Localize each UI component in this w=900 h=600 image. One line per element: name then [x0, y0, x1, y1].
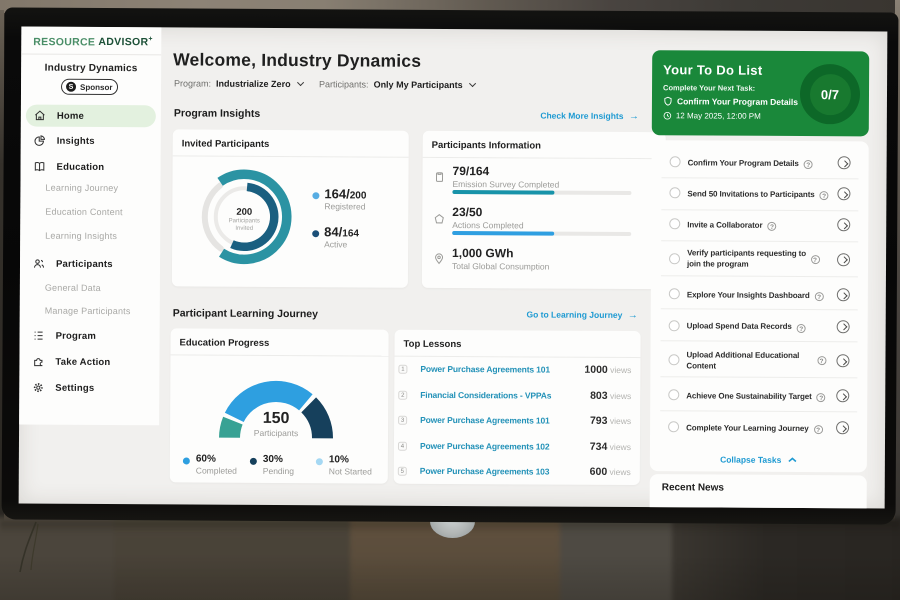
svg-text:150: 150	[263, 410, 290, 427]
svg-text:Invited: Invited	[235, 226, 253, 232]
svg-text:200: 200	[236, 207, 252, 218]
svg-text:Participants: Participants	[254, 428, 298, 438]
svg-text:Participants: Participants	[229, 218, 260, 224]
